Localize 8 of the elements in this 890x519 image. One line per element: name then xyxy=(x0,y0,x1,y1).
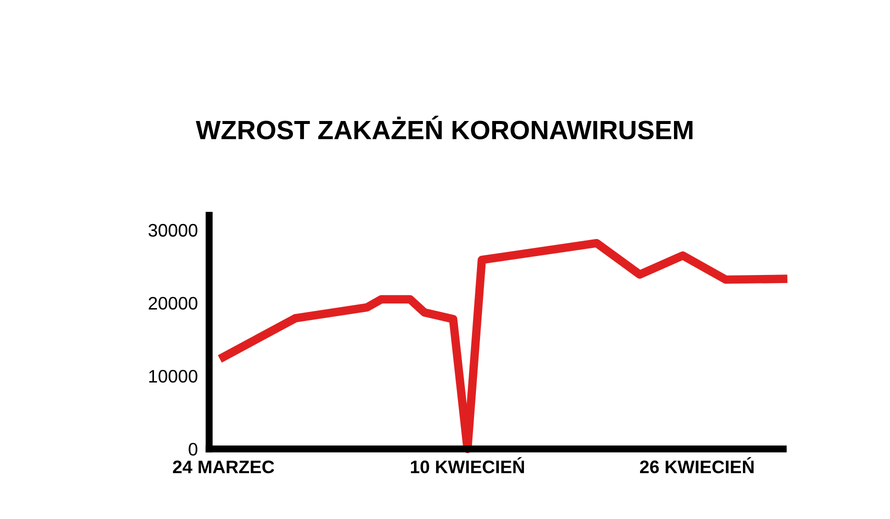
x-tick-label: 24 MARZEC xyxy=(172,460,274,474)
chart-title: WZROST ZAKAŻEŃ KORONAWIRUSEM xyxy=(196,116,692,140)
y-tick-label: 10000 xyxy=(149,370,198,383)
x-tick-label: 26 KWIECIEŃ xyxy=(640,457,754,474)
x-tick-label: 10 KWIECIEŃ xyxy=(410,457,524,474)
y-tick-label: 0 xyxy=(188,442,198,456)
y-tick-label: 20000 xyxy=(148,296,198,310)
y-tick-label: 30000 xyxy=(148,224,198,237)
